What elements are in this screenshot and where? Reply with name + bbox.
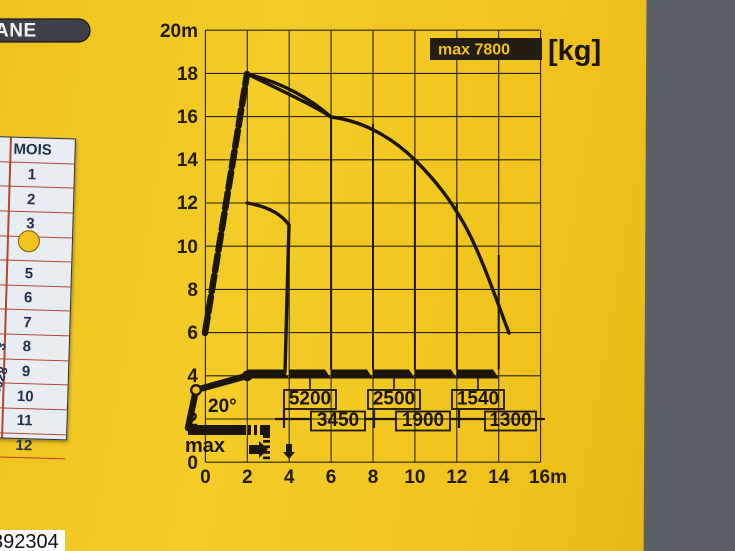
svg-text:[kg]: [kg] — [548, 35, 601, 67]
svg-text:10: 10 — [177, 237, 198, 258]
svg-text:20m: 20m — [160, 21, 198, 42]
svg-text:3450: 3450 — [317, 410, 359, 431]
svg-text:16: 16 — [177, 107, 198, 128]
svg-text:1300: 1300 — [489, 410, 531, 431]
svg-text:12: 12 — [446, 467, 467, 488]
svg-text:6: 6 — [326, 467, 337, 488]
svg-text:1900: 1900 — [402, 410, 444, 431]
svg-text:16m: 16m — [529, 467, 567, 488]
svg-text:8: 8 — [187, 280, 198, 301]
svg-text:0: 0 — [200, 467, 211, 488]
svg-text:6: 6 — [187, 323, 198, 344]
svg-text:ANE: ANE — [0, 21, 37, 42]
svg-text:4: 4 — [187, 366, 198, 387]
svg-text:10: 10 — [404, 467, 425, 488]
svg-text:max 7800: max 7800 — [438, 42, 510, 59]
svg-text:1540: 1540 — [457, 389, 499, 410]
svg-text:14: 14 — [488, 467, 510, 488]
svg-text:18: 18 — [177, 64, 198, 85]
svg-text:2: 2 — [242, 467, 253, 488]
svg-text:8: 8 — [368, 467, 379, 488]
svg-text:14: 14 — [177, 150, 199, 171]
svg-text:2500: 2500 — [373, 389, 415, 410]
svg-text:12: 12 — [177, 193, 198, 214]
svg-text:4: 4 — [284, 467, 295, 488]
svg-text:20°: 20° — [208, 396, 237, 417]
svg-text:5200: 5200 — [289, 389, 331, 410]
svg-text:max: max — [185, 435, 225, 457]
